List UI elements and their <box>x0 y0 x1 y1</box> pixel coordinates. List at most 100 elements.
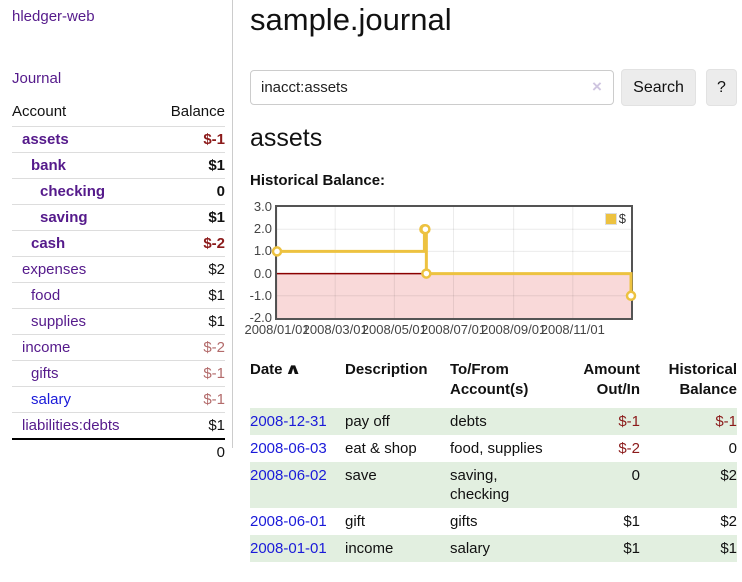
transaction-accounts: food, supplies <box>450 440 543 457</box>
transaction-balance: $1 <box>640 535 737 562</box>
transaction-balance: $2 <box>720 513 737 530</box>
register-header-description: Description <box>345 361 428 378</box>
chart-plot-area[interactable]: $ <box>271 205 637 320</box>
transaction-date-link[interactable]: 2008-06-03 <box>250 440 327 457</box>
help-button[interactable]: ? <box>706 69 737 106</box>
transaction-description: pay off <box>345 408 450 435</box>
account-row: assets $-1 <box>12 126 225 153</box>
register-row: 2008-06-02 save saving, checking 0 $2 <box>250 462 737 508</box>
account-link[interactable]: expenses <box>22 261 87 278</box>
account-link[interactable]: gifts <box>31 365 59 382</box>
account-heading: assets <box>250 124 323 152</box>
account-link[interactable]: checking <box>40 183 106 200</box>
transaction-accounts: gifts <box>450 513 478 530</box>
search-button[interactable]: Search <box>621 69 696 106</box>
transaction-amount: $-2 <box>618 440 640 457</box>
x-axis-tick-label: 2008/01/01 <box>244 322 310 337</box>
balance-column-header: Balance <box>170 103 225 120</box>
accounts-total: 0 <box>153 438 225 465</box>
account-link[interactable]: food <box>31 287 61 304</box>
account-row: expenses $2 <box>12 256 225 283</box>
account-balance: $1 <box>153 282 225 309</box>
account-row: gifts $-1 <box>12 360 225 387</box>
transaction-balance: $2 <box>640 462 737 508</box>
x-axis-tick-label: 2008/09/01 <box>481 322 547 337</box>
account-balance: $1 <box>153 308 225 335</box>
accounts-column-header: Account <box>12 103 67 120</box>
transaction-description: income <box>345 535 450 562</box>
transaction-description: gift <box>345 513 366 530</box>
x-axis-tick-label: 2008/07/01 <box>420 322 487 337</box>
account-balance: $1 <box>153 412 225 439</box>
account-link[interactable]: assets <box>22 131 69 148</box>
y-axis-tick-label: -2.0 <box>249 310 272 325</box>
transaction-accounts: saving, checking <box>450 462 558 508</box>
legend-swatch-icon <box>604 212 617 225</box>
account-row: supplies $1 <box>12 308 225 335</box>
transaction-amount: 0 <box>558 462 640 508</box>
account-balance: $1 <box>153 152 225 179</box>
account-row: checking 0 <box>12 178 225 205</box>
register-header-accounts: To/From Account(s) <box>450 361 529 398</box>
account-link[interactable]: cash <box>31 235 66 252</box>
register-row: 2008-06-01 gift gifts $1 $2 <box>250 508 737 535</box>
account-balance: $-2 <box>153 230 225 257</box>
accounts-table: Account Balance assets $-1 bank $1 check… <box>12 100 225 465</box>
accounts-total-row: 0 <box>12 438 225 465</box>
transaction-balance: 0 <box>728 440 737 457</box>
account-link[interactable]: income <box>22 339 71 356</box>
sidebar: hledger-web Journal Account Balance asse… <box>0 0 233 465</box>
legend-label: $ <box>618 211 626 226</box>
y-axis-tick-label: 2.0 <box>253 221 272 237</box>
account-row: income $-2 <box>12 334 225 361</box>
account-balance: $-1 <box>153 386 225 413</box>
transaction-accounts: debts <box>450 408 558 435</box>
account-row: cash $-2 <box>12 230 225 257</box>
account-balance: $-1 <box>153 126 225 153</box>
account-balance: $1 <box>153 204 225 231</box>
account-balance: $2 <box>153 256 225 283</box>
account-row: saving $1 <box>12 204 225 231</box>
account-link[interactable]: supplies <box>31 313 87 330</box>
transaction-date-link[interactable]: 2008-06-01 <box>250 513 327 530</box>
transaction-amount: $-1 <box>558 408 640 435</box>
page-title: sample.journal <box>250 2 452 37</box>
x-axis-tick-label: 2008/03/01 <box>302 322 368 337</box>
y-axis-tick-label: 3.0 <box>253 199 272 214</box>
account-balance: 0 <box>153 178 225 205</box>
sidebar-item-journal[interactable]: Journal <box>12 70 62 87</box>
account-link[interactable]: saving <box>40 209 88 226</box>
register-header-amount: Amount Out/In <box>583 361 640 398</box>
register-header-date[interactable]: Date ∧ <box>250 361 302 378</box>
account-row: salary $-1 <box>12 386 225 413</box>
account-link[interactable]: salary <box>31 391 72 408</box>
transaction-amount: $1 <box>623 513 640 530</box>
x-axis-tick-label: 2008/05/01 <box>361 322 427 337</box>
account-row: food $1 <box>12 282 225 309</box>
register-row: 2008-06-03 eat & shop food, supplies $-2… <box>250 435 737 462</box>
transaction-date-link[interactable]: 2008-06-02 <box>250 467 327 484</box>
register-row: 2008-12-31 pay off debts $-1 $-1 <box>250 408 737 435</box>
chart-legend: $ <box>602 210 628 227</box>
clear-search-icon[interactable]: × <box>592 77 602 96</box>
register-table: Date ∧ Description To/From Account(s) Amou… <box>250 360 737 562</box>
register-header-balance: Historical Balance <box>668 361 737 398</box>
register-row: 2008-01-01 income salary $1 $1 <box>250 535 737 562</box>
y-axis-tick-label: 0.0 <box>253 265 272 281</box>
y-axis-tick-label: 1.0 <box>253 243 272 259</box>
app-brand-link[interactable]: hledger-web <box>12 8 95 25</box>
account-link[interactable]: liabilities:debts <box>22 417 120 434</box>
transaction-date-link[interactable]: 2008-12-31 <box>250 413 327 430</box>
x-axis-tick-label: 2008/11/01 <box>540 322 605 337</box>
account-link[interactable]: bank <box>31 157 67 174</box>
account-balance: $-2 <box>153 334 225 361</box>
transaction-description: eat & shop <box>345 440 417 457</box>
y-axis-tick-label: -1.0 <box>249 287 272 303</box>
account-row: liabilities:debts $1 <box>12 412 225 439</box>
transaction-description: save <box>345 462 450 508</box>
chart-heading: Historical Balance: <box>250 172 386 189</box>
account-row: bank $1 <box>12 152 225 179</box>
search-input[interactable] <box>250 70 614 105</box>
historical-balance-chart: 3.0 2.0 1.0 0.0 -1.0 -2.0 $ 2008/01/01 2008/03… <box>240 199 640 343</box>
transaction-date-link[interactable]: 2008-01-01 <box>250 540 327 557</box>
